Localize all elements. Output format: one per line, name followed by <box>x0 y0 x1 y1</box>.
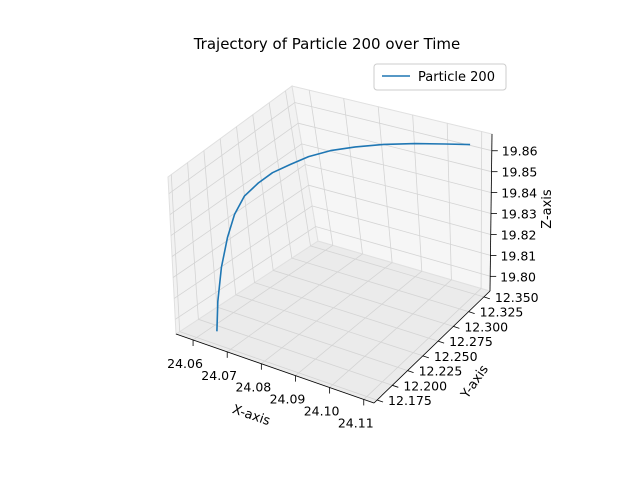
y-tick-1-mark <box>392 384 399 388</box>
z-tick-3-label: 19.83 <box>501 207 537 222</box>
y-tick-3-label: 12.250 <box>434 349 478 364</box>
y-gridline-4 <box>236 126 439 342</box>
x-tick-5-label: 24.11 <box>338 415 374 430</box>
y-gridline-0 <box>170 174 378 401</box>
z-gridline-1 <box>173 205 491 299</box>
z-tick-4-label: 19.84 <box>501 186 537 201</box>
z-gridline-5 <box>169 122 492 216</box>
legend: Particle 200 <box>373 63 507 91</box>
z-axis-line <box>489 133 493 292</box>
x-gridline-5 <box>363 131 483 400</box>
z-gridline-2 <box>172 184 491 278</box>
y-tick-3-mark <box>422 355 429 359</box>
y-tick-2-mark <box>407 370 414 373</box>
x-tick-4-label: 24.10 <box>304 404 340 419</box>
series-lines <box>216 142 471 332</box>
series-line-0 <box>216 142 471 332</box>
x-axis-line <box>175 333 375 404</box>
tick-marks-and-labels: 24.0624.0724.0824.0924.1024.1112.17512.2… <box>167 144 539 431</box>
x-gridline-4 <box>329 123 452 388</box>
y-tick-7-mark <box>483 296 491 300</box>
y-tick-2-label: 12.225 <box>419 364 463 379</box>
legend-label-particle-200: Particle 200 <box>418 70 495 85</box>
z-gridline-0 <box>175 226 491 320</box>
x-gridline-0 <box>192 90 334 341</box>
legend-box <box>373 63 507 91</box>
y-tick-5-mark <box>453 325 460 329</box>
y-tick-4-label: 12.275 <box>449 334 493 349</box>
z-tick-2-label: 19.82 <box>501 227 537 242</box>
axis-lines <box>175 133 493 404</box>
z-axis-label: Z-axis <box>540 189 555 229</box>
y-tick-5-label: 12.300 <box>464 319 508 334</box>
y-gridline-7 <box>285 90 485 298</box>
z-gridline-6 <box>168 102 492 195</box>
y-axis-line <box>373 290 491 404</box>
axes-panes <box>167 85 493 404</box>
x-tick-2-label: 24.08 <box>235 380 271 395</box>
grid-lines <box>168 90 492 401</box>
z-tick-0-label: 19.80 <box>500 269 536 284</box>
z-gridline-4 <box>170 143 492 236</box>
y-gridline-3 <box>219 138 423 357</box>
chart-title: Trajectory of Particle 200 over Time <box>193 35 461 53</box>
x-tick-3-label: 24.09 <box>270 392 306 407</box>
y-tick-6-mark <box>468 311 475 315</box>
y-tick-4-mark <box>437 340 445 344</box>
x-tick-1-label: 24.07 <box>201 368 237 383</box>
y-tick-6-label: 12.325 <box>480 305 524 320</box>
x-tick-0-label: 24.06 <box>167 356 203 371</box>
x-gridline-2 <box>261 106 393 365</box>
z-tick-6-label: 19.86 <box>502 144 538 159</box>
x-gridline-1 <box>226 98 363 353</box>
y-tick-7-label: 12.350 <box>495 290 539 305</box>
y-gridline-5 <box>252 114 454 327</box>
y-gridline-1 <box>187 162 393 386</box>
y-tick-0-label: 12.175 <box>388 393 432 408</box>
y-tick-0-mark <box>376 399 384 403</box>
z-gridline-3 <box>171 164 492 257</box>
y-tick-1-label: 12.200 <box>403 378 447 393</box>
z-tick-1-label: 19.81 <box>500 248 536 263</box>
z-tick-5-label: 19.85 <box>502 165 538 180</box>
y-gridline-6 <box>268 102 469 312</box>
x-gridline-3 <box>295 114 423 376</box>
